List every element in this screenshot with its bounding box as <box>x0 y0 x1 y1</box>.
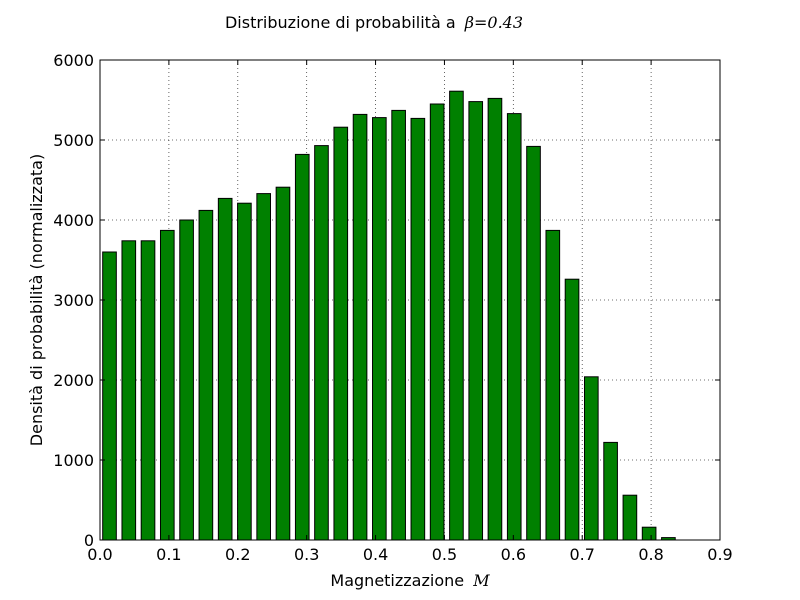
x-tick-label: 0.6 <box>501 545 526 564</box>
y-tick-label: 1000 <box>53 451 94 470</box>
bar <box>564 278 580 541</box>
bar <box>333 126 349 541</box>
y-tick-label: 4000 <box>53 211 94 230</box>
bar <box>294 153 310 541</box>
x-tick-labels: 0.0 0.1 0.2 0.3 0.4 0.5 0.6 0.7 0.8 0.9 <box>87 545 732 564</box>
y-tick-label: 6000 <box>53 51 94 70</box>
x-tick-label: 0.9 <box>707 545 732 564</box>
x-tick-label: 0.0 <box>87 545 112 564</box>
y-tick-label: 0 <box>84 531 94 550</box>
x-tick-label: 0.8 <box>638 545 663 564</box>
bar <box>256 193 271 541</box>
bar <box>487 97 503 541</box>
chart-title-text: Distribuzione di probabilità a <box>225 13 456 32</box>
bar <box>314 145 329 541</box>
bar <box>410 117 426 541</box>
bar <box>275 186 291 541</box>
y-tick-label: 2000 <box>53 371 94 390</box>
x-tick-label: 0.2 <box>225 545 250 564</box>
bar <box>179 219 194 541</box>
bar <box>159 229 175 541</box>
bar <box>545 229 561 541</box>
x-tick-label: 0.4 <box>363 545 388 564</box>
bar <box>506 113 522 541</box>
bar <box>429 103 445 541</box>
bar <box>140 240 156 541</box>
x-tick-label: 0.7 <box>569 545 594 564</box>
x-tick-label: 0.3 <box>294 545 319 564</box>
bars <box>102 90 676 541</box>
bar <box>372 117 387 541</box>
bar <box>603 441 618 541</box>
ticks <box>99 59 721 541</box>
x-tick-label: 0.1 <box>156 545 181 564</box>
x-axis-label: Magnetizzazione M <box>330 571 490 590</box>
bar <box>641 526 657 541</box>
bar <box>526 145 541 541</box>
y-tick-label: 3000 <box>53 291 94 310</box>
bar <box>583 376 599 541</box>
bar <box>391 109 406 541</box>
bar <box>102 251 117 541</box>
y-axis-label: Densità di probabilità (normalizzata) <box>27 154 46 446</box>
y-tick-label: 5000 <box>53 131 94 150</box>
bar <box>198 209 214 541</box>
bar <box>449 90 464 541</box>
bar <box>468 101 484 541</box>
bar <box>121 240 137 541</box>
x-axis-label-text: Magnetizzazione <box>330 571 464 590</box>
x-axis-label-math: M <box>472 571 490 590</box>
bar <box>352 113 368 541</box>
x-tick-label: 0.5 <box>432 545 457 564</box>
bar <box>217 197 233 541</box>
bar <box>622 494 638 541</box>
chart-title: Distribuzione di probabilità a β=0.43 <box>225 13 523 32</box>
y-tick-labels: 0 1000 2000 3000 4000 5000 6000 <box>53 51 94 550</box>
bar <box>237 202 252 541</box>
chart-title-math: β=0.43 <box>464 13 523 32</box>
